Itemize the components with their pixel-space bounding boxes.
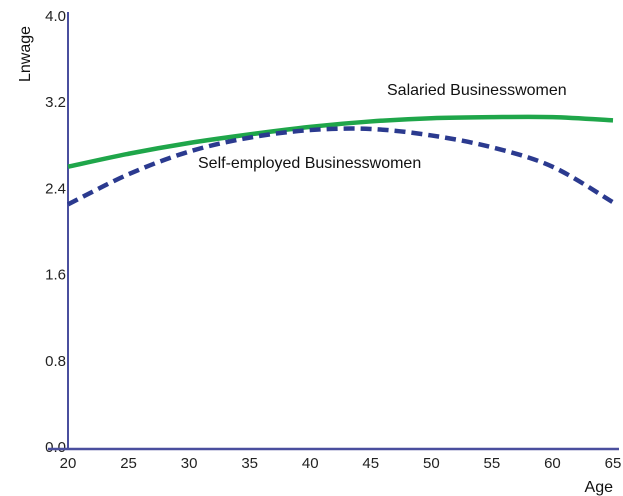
x-tick-label: 60 (544, 455, 561, 472)
y-tick-label: 4.0 (45, 8, 66, 25)
y-tick-label: 0.8 (45, 353, 66, 370)
x-tick-label: 65 (605, 455, 622, 472)
x-tick-label: 50 (423, 455, 440, 472)
x-axis-ticks: 20 25 30 35 40 45 50 55 60 65 (60, 455, 622, 472)
y-tick-label: 1.6 (45, 267, 66, 284)
x-tick-label: 40 (302, 455, 319, 472)
x-tick-label: 20 (60, 455, 77, 472)
x-tick-label: 55 (484, 455, 501, 472)
x-tick-label: 25 (120, 455, 137, 472)
x-tick-label: 35 (241, 455, 258, 472)
y-tick-label: 3.2 (45, 94, 66, 111)
x-axis-title: Age (585, 479, 614, 496)
series-line-self-employed (66, 126, 615, 207)
series-line-salaried (67, 114, 614, 169)
y-tick-label: 2.4 (45, 180, 66, 197)
y-axis-title: Lnwage (17, 26, 34, 82)
series-label-self-employed: Self-employed Businesswomen (198, 155, 421, 172)
x-tick-label: 45 (362, 455, 379, 472)
series-layer (66, 114, 615, 207)
series-label-salaried: Salaried Businesswomen (387, 82, 567, 99)
y-tick-label: 0.0 (45, 439, 66, 456)
y-axis-ticks: 0.0 0.8 1.6 2.4 3.2 4.0 (45, 8, 66, 456)
x-tick-label: 30 (181, 455, 198, 472)
